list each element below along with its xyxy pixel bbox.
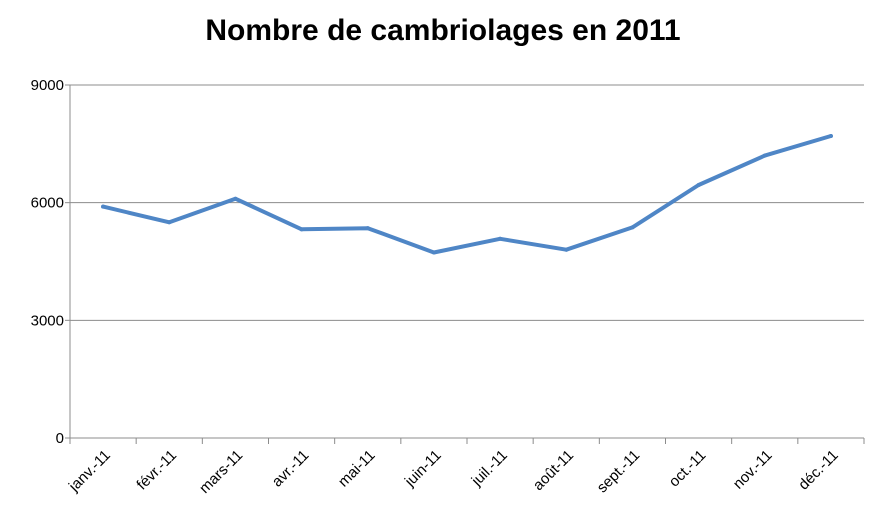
x-tick-label: mars-11 (196, 447, 246, 497)
y-tick-label: 0 (56, 430, 64, 447)
data-point (828, 133, 833, 138)
x-tick-label: déc.-11 (795, 447, 842, 494)
data-point (762, 153, 767, 158)
x-tick-label: sept.-11 (594, 447, 644, 497)
data-point (365, 226, 370, 231)
y-tick-label: 3000 (31, 312, 64, 329)
data-point (630, 225, 635, 230)
x-tick-label: juil.-11 (468, 447, 511, 490)
data-point (564, 247, 569, 252)
x-tick-label: nov.-11 (730, 447, 776, 493)
data-point (299, 227, 304, 232)
data-point (167, 220, 172, 225)
x-tick-label: févr.-11 (133, 447, 180, 494)
x-tick-label: oct.-11 (666, 447, 710, 491)
data-point (101, 204, 106, 209)
x-tick-label: mai-11 (335, 447, 379, 491)
x-tick-label: janv.-11 (65, 447, 114, 496)
data-point (498, 236, 503, 241)
data-point (233, 196, 238, 201)
y-tick-label: 9000 (31, 77, 64, 94)
x-tick-label: août-11 (530, 447, 577, 494)
series-line (101, 134, 833, 255)
data-point (431, 250, 436, 255)
y-tick-label: 6000 (31, 195, 64, 212)
x-tick-label: avr.-11 (269, 447, 313, 491)
data-point (696, 183, 701, 188)
chart-title: Nombre de cambriolages en 2011 (205, 14, 681, 47)
x-tick-label: juin-11 (401, 447, 445, 491)
